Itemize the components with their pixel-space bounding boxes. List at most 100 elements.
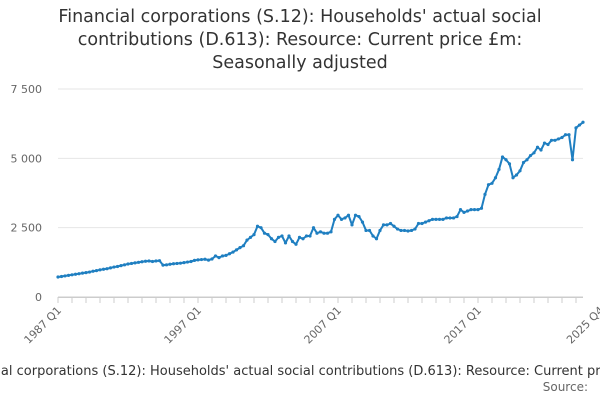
- data-point: [98, 268, 102, 272]
- data-point: [479, 206, 484, 210]
- data-point: [217, 256, 221, 260]
- data-point: [567, 133, 571, 137]
- data-point: [283, 241, 288, 245]
- y-tick-label: 7 500: [11, 83, 43, 96]
- data-point: [409, 228, 414, 233]
- data-point: [150, 259, 155, 264]
- data-point: [535, 145, 540, 149]
- data-point: [119, 264, 123, 268]
- data-point: [122, 263, 127, 267]
- data-point: [504, 158, 508, 162]
- data-point: [304, 234, 309, 238]
- data-point: [290, 239, 295, 244]
- data-point: [525, 158, 529, 162]
- data-point: [528, 153, 533, 158]
- data-point: [343, 216, 347, 220]
- data-point: [154, 259, 158, 263]
- data-point: [318, 230, 323, 234]
- data-point: [336, 213, 340, 217]
- chart-title-line-2: contributions (D.613): Resource: Current…: [77, 30, 523, 50]
- data-point: [563, 133, 568, 137]
- data-point: [367, 228, 372, 233]
- data-point: [514, 173, 519, 177]
- data-point: [143, 259, 148, 263]
- data-point: [441, 217, 445, 221]
- data-point: [294, 242, 298, 246]
- data-point: [311, 226, 316, 230]
- data-point: [196, 258, 200, 262]
- data-point: [59, 274, 64, 279]
- series-label: Financial corporations (S.12): Household…: [0, 364, 600, 379]
- data-point: [273, 239, 277, 244]
- data-point: [185, 260, 190, 264]
- data-point: [381, 223, 386, 227]
- data-point: [448, 216, 452, 220]
- data-point: [472, 208, 477, 212]
- data-point: [353, 213, 358, 217]
- x-tick-label: 2025 Q4: [564, 304, 600, 347]
- data-point: [164, 263, 169, 267]
- data-point: [203, 257, 207, 261]
- data-point: [399, 228, 403, 233]
- data-point: [227, 252, 232, 256]
- data-point: [133, 261, 137, 265]
- data-point: [161, 263, 165, 267]
- data-point: [126, 262, 130, 266]
- data-point: [157, 259, 162, 263]
- data-point: [497, 167, 501, 172]
- data-point: [73, 272, 78, 276]
- data-point: [458, 208, 463, 212]
- data-point: [269, 237, 274, 241]
- data-point: [262, 231, 267, 235]
- source-label: Source:: [542, 380, 588, 394]
- x-tick-label: 2007 Q1: [302, 304, 345, 347]
- data-point: [171, 262, 176, 266]
- data-point: [465, 209, 470, 213]
- data-point: [371, 234, 375, 238]
- data-point: [140, 260, 144, 264]
- y-tick-label: 2 500: [11, 222, 43, 235]
- data-point: [77, 272, 81, 276]
- data-point: [245, 238, 249, 242]
- data-point: [444, 216, 449, 220]
- data-point: [574, 126, 578, 130]
- data-point: [388, 221, 393, 226]
- data-point: [168, 262, 172, 266]
- data-point: [276, 235, 281, 239]
- data-point: [210, 257, 214, 261]
- data-point: [178, 261, 183, 265]
- data-point: [451, 216, 456, 220]
- data-point: [511, 176, 515, 180]
- data-point: [301, 237, 305, 241]
- data-point: [325, 231, 330, 235]
- data-point: [297, 235, 302, 239]
- data-point: [462, 210, 466, 215]
- data-point: [322, 231, 326, 235]
- data-point: [136, 260, 141, 264]
- data-point: [206, 258, 211, 262]
- data-point: [476, 208, 480, 212]
- data-point: [416, 221, 421, 226]
- data-point: [308, 234, 312, 238]
- data-point: [581, 120, 585, 124]
- y-tick-label: 0: [35, 291, 42, 304]
- data-point: [63, 274, 67, 278]
- data-point: [266, 233, 270, 237]
- data-point: [175, 261, 179, 266]
- data-point: [56, 275, 60, 279]
- data-point: [350, 223, 354, 227]
- data-point: [483, 192, 487, 196]
- data-point: [112, 265, 116, 269]
- data-point: [542, 141, 547, 145]
- data-point: [378, 228, 382, 233]
- chart-title-line-1: Financial corporations (S.12): Household…: [58, 7, 542, 27]
- data-point: [94, 269, 99, 273]
- series-label-footer: Financial corporations (S.12): Household…: [0, 364, 600, 382]
- data-point: [385, 223, 389, 227]
- data-point: [192, 258, 197, 262]
- data-point: [556, 137, 561, 141]
- data-point: [469, 208, 473, 212]
- data-point: [364, 228, 368, 233]
- data-point: [532, 151, 536, 155]
- data-point: [108, 266, 113, 270]
